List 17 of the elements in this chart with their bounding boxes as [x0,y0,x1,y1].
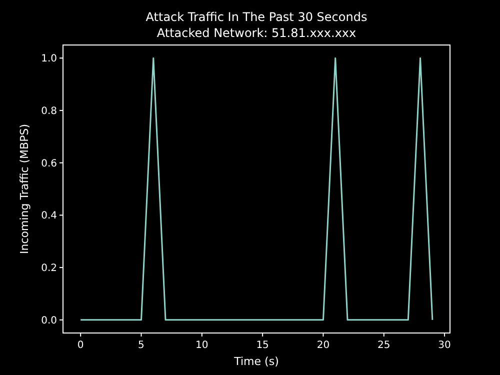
y-tick-label: 0.0 [41,315,57,326]
x-tick-label: 30 [438,340,451,351]
x-tick-label: 25 [378,340,390,351]
x-tick-label: 0 [77,340,84,351]
y-tick-label: 0.4 [41,210,57,222]
y-axis-title: Incoming Traffic (MBPS) [18,124,31,254]
x-tick-label: 5 [138,340,144,351]
x-tick-label: 10 [196,340,208,351]
chart-title: Attack Traffic In The Past 30 Seconds [146,10,368,24]
chart-subtitle: Attacked Network: 51.81.xxx.xxx [156,26,356,40]
y-tick-label: 0.8 [41,106,57,117]
x-axis-title: Time (s) [233,355,279,368]
y-tick-label: 0.2 [41,263,57,274]
y-tick-label: 0.6 [41,158,57,170]
y-tick-label: 1.0 [41,54,57,65]
x-tick-label: 15 [256,340,269,351]
x-tick-label: 20 [316,340,330,351]
